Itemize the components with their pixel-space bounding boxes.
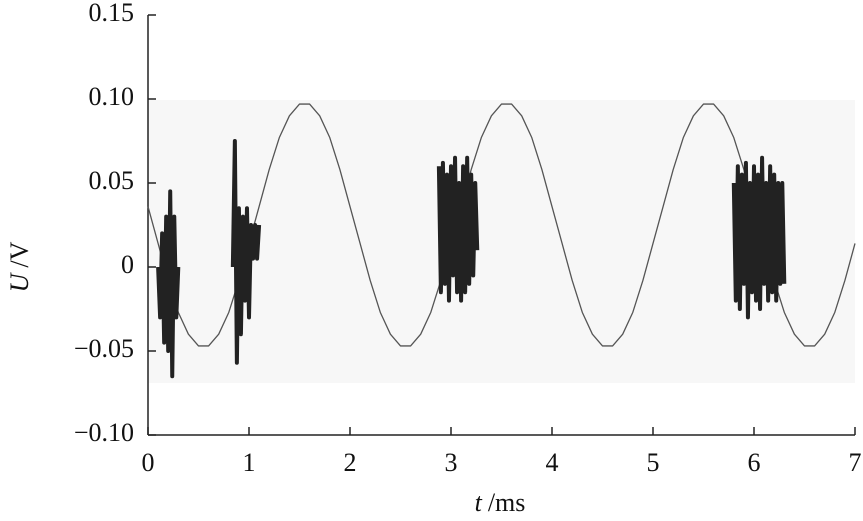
x-tick-label: 7 xyxy=(849,448,862,477)
x-tick-label: 6 xyxy=(748,448,761,477)
x-tick-label: 5 xyxy=(647,448,660,477)
y-tick-label: −0.05 xyxy=(74,334,134,363)
x-tick-label: 0 xyxy=(142,448,155,477)
x-label-symbol: t xyxy=(475,488,483,517)
x-tick-label: 3 xyxy=(445,448,458,477)
y-tick-label: 0.15 xyxy=(89,0,135,27)
x-axis-label: t/ms xyxy=(475,488,526,517)
y-label-symbol: U xyxy=(5,271,34,292)
signal-line xyxy=(147,103,856,347)
signal-line xyxy=(436,155,480,303)
y-label-unit: /V xyxy=(5,241,34,267)
x-label-unit: /ms xyxy=(488,488,526,517)
y-tick-label: 0.10 xyxy=(89,82,135,111)
x-tick-label: 1 xyxy=(243,448,256,477)
y-axis-label: U/V xyxy=(5,241,34,292)
signal-line xyxy=(230,139,262,365)
y-tick-label: −0.10 xyxy=(74,418,134,447)
y-tick-label: 0.05 xyxy=(89,166,135,195)
y-tick-label: 0 xyxy=(121,250,134,279)
x-tick-label: 4 xyxy=(546,448,559,477)
signal-line xyxy=(156,189,181,379)
signal-line xyxy=(731,155,787,320)
x-tick-label: 2 xyxy=(344,448,357,477)
